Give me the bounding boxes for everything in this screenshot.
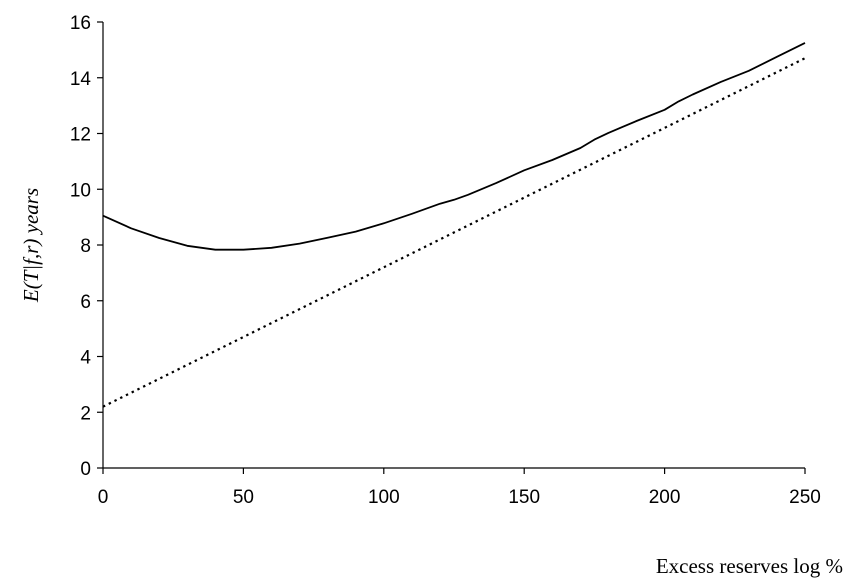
y-tick-label: 0 (80, 459, 91, 480)
y-tick-label: 10 (70, 180, 91, 201)
x-axis-ticks: 0 50 100 150 200 250 (98, 468, 821, 508)
solid-series-line (102, 42, 806, 251)
y-axis-title: E(T|f,r) years (19, 188, 43, 303)
y-tick-label: 12 (70, 125, 91, 146)
y-tick-label: 2 (80, 403, 91, 424)
y-tick-label: 4 (80, 348, 91, 369)
x-tick-label: 150 (508, 487, 540, 508)
x-tick-label: 250 (789, 487, 821, 508)
y-axis-ticks: 0 2 4 6 8 10 12 14 16 (70, 13, 103, 480)
y-tick-label: 14 (70, 69, 92, 90)
x-axis-title: Excess reserves log % (656, 554, 843, 578)
y-tick-label: 16 (70, 13, 91, 34)
series-layer (102, 42, 806, 408)
x-tick-label: 100 (368, 487, 400, 508)
plot-area: 0 2 4 6 8 10 12 14 16 0 50 100 150 200 250 (70, 13, 821, 508)
x-tick-label: 50 (233, 487, 254, 508)
y-tick-label: 8 (80, 236, 91, 257)
x-tick-label: 200 (649, 487, 681, 508)
y-tick-label: 6 (80, 292, 91, 313)
dotted-series-line (102, 57, 806, 408)
x-tick-label: 0 (98, 487, 109, 508)
